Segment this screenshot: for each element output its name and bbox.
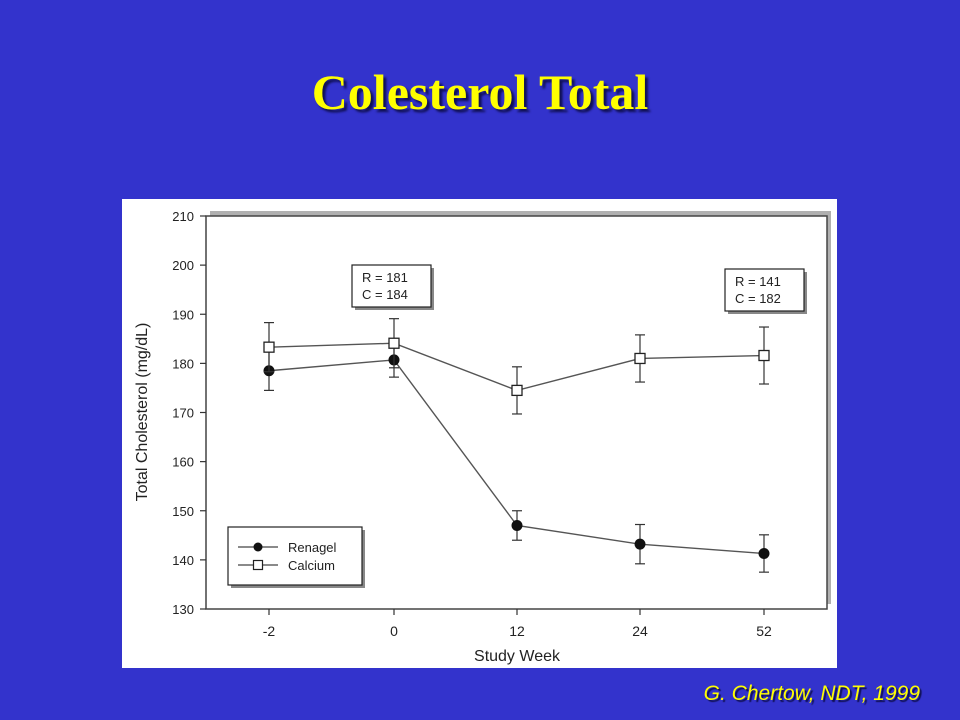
y-tick-label: 170 xyxy=(172,406,194,421)
y-tick-label: 180 xyxy=(172,356,194,371)
x-tick-label: 52 xyxy=(756,623,772,639)
y-tick-label: 190 xyxy=(172,307,194,322)
chart-panel: 130 140 150 160 170 180 190 200 210 -2 0 12 24 52 R … xyxy=(122,199,837,668)
x-axis-label: Study Week xyxy=(474,648,561,665)
annotation-box: R = 141 C = 182 xyxy=(724,268,807,314)
x-tick-label: 12 xyxy=(509,623,525,639)
data-point xyxy=(388,337,400,349)
y-axis: 130 140 150 160 170 180 190 200 210 xyxy=(172,209,206,617)
legend: Renagel Calcium xyxy=(227,526,365,588)
legend-label: Calcium xyxy=(288,558,335,573)
y-tick-label: 130 xyxy=(172,602,194,617)
series-calcium xyxy=(263,318,770,415)
data-point xyxy=(263,341,275,353)
y-tick-label: 210 xyxy=(172,209,194,224)
annotation-frame xyxy=(724,268,805,312)
y-tick-label: 140 xyxy=(172,553,194,568)
legend-marker xyxy=(253,542,263,552)
data-point xyxy=(758,547,770,559)
annotation-frame xyxy=(351,264,432,308)
x-tick-label: -2 xyxy=(263,623,276,639)
cholesterol-line-chart: 130 140 150 160 170 180 190 200 210 -2 0 12 24 52 R … xyxy=(134,209,831,665)
annotation-text: C = 184 xyxy=(362,287,408,302)
annotation-text: R = 181 xyxy=(362,270,408,285)
annotation-layer: R = 181 C = 184 R = 141 C = 182 xyxy=(351,264,807,314)
series-layer xyxy=(263,318,770,573)
legend-label: Renagel xyxy=(288,540,337,555)
data-point xyxy=(511,519,523,531)
legend-marker xyxy=(252,559,264,571)
y-tick-label: 150 xyxy=(172,504,194,519)
legend-frame xyxy=(227,526,363,586)
x-tick-label: 0 xyxy=(390,623,398,639)
data-point xyxy=(511,384,523,397)
legend-item-calcium: Calcium xyxy=(238,558,335,573)
annotation-box: R = 181 C = 184 xyxy=(351,264,434,310)
x-axis: -2 0 12 24 52 xyxy=(263,609,772,639)
data-point xyxy=(758,349,770,362)
slide-title: Colesterol Total xyxy=(311,64,649,120)
annotation-text: R = 141 xyxy=(735,274,781,289)
y-tick-label: 200 xyxy=(172,258,194,273)
y-tick-label: 160 xyxy=(172,455,194,470)
data-point xyxy=(634,352,646,365)
legend-item-renagel: Renagel xyxy=(238,540,337,555)
y-axis-label: Total Cholesterol (mg/dL) xyxy=(134,323,151,502)
x-tick-label: 24 xyxy=(632,623,648,639)
annotation-text: C = 182 xyxy=(735,291,781,306)
citation: G. Chertow, NDT, 1999 xyxy=(703,682,920,705)
data-point xyxy=(634,538,646,550)
